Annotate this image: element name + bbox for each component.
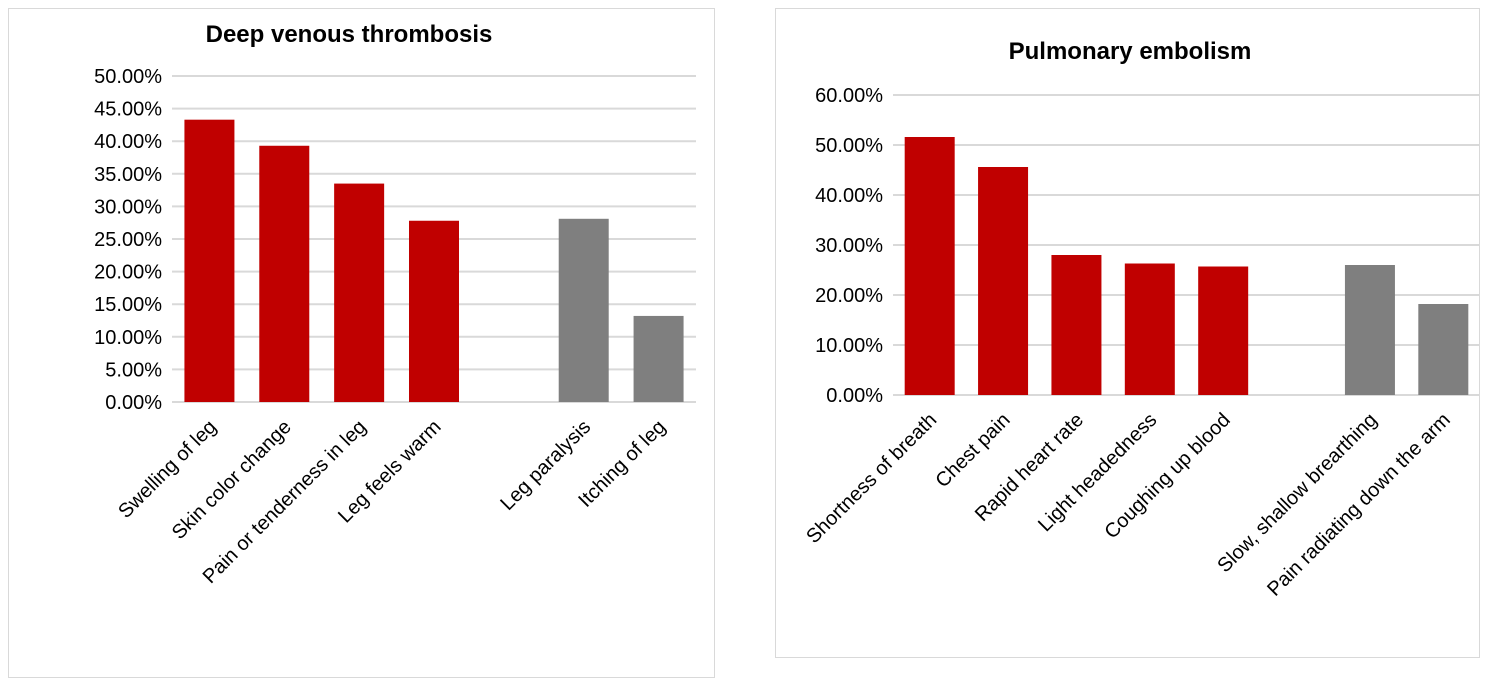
dvt-chart-panel: Deep venous thrombosis 0.00% 5.00% 10.00% 15… bbox=[8, 8, 715, 678]
chart-title: Deep venous thrombosis bbox=[206, 21, 493, 48]
y-tick-label: 50.00% bbox=[94, 66, 162, 88]
y-tick-label: 30.00% bbox=[815, 235, 883, 257]
y-tick-label: 25.00% bbox=[94, 229, 162, 251]
y-tick-label: 20.00% bbox=[815, 285, 883, 307]
y-tick-label: 30.00% bbox=[94, 196, 162, 218]
x-category-label: Shortness of breath bbox=[802, 409, 941, 548]
y-tick-label: 10.00% bbox=[815, 335, 883, 357]
y-tick-label: 5.00% bbox=[105, 359, 162, 381]
y-tick-label: 10.00% bbox=[94, 327, 162, 349]
pe-chart-panel: Pulmonary embolism 0.00% 10.00% 20.00% 30.00… bbox=[775, 8, 1480, 658]
y-tick-label: 0.00% bbox=[105, 392, 162, 414]
bar bbox=[1418, 304, 1469, 395]
y-tick-label: 40.00% bbox=[94, 131, 162, 153]
bar bbox=[1198, 266, 1249, 395]
dvt-chart: Deep venous thrombosis 0.00% 5.00% 10.00% 15… bbox=[94, 21, 696, 588]
y-tick-label: 40.00% bbox=[815, 185, 883, 207]
bar bbox=[1051, 255, 1102, 395]
chart-group: Pulmonary embolism 0.00% 10.00% 20.00% 30.00… bbox=[802, 38, 1480, 601]
y-tick-label: 60.00% bbox=[815, 85, 883, 107]
y-tick-label: 45.00% bbox=[94, 99, 162, 121]
pe-chart: Pulmonary embolism 0.00% 10.00% 20.00% 30.00… bbox=[802, 38, 1480, 601]
chart-title: Pulmonary embolism bbox=[1009, 38, 1252, 65]
y-tick-label: 50.00% bbox=[815, 135, 883, 157]
bar bbox=[1344, 265, 1395, 395]
bar bbox=[259, 145, 310, 402]
bar bbox=[978, 167, 1029, 395]
bar bbox=[1124, 263, 1175, 395]
bar bbox=[904, 137, 955, 395]
y-tick-label: 0.00% bbox=[826, 385, 883, 407]
bar bbox=[334, 183, 385, 402]
bar bbox=[184, 119, 235, 403]
x-category-label: Coughing up blood bbox=[1100, 409, 1234, 543]
y-tick-label: 20.00% bbox=[94, 262, 162, 284]
chart-group: Deep venous thrombosis 0.00% 5.00% 10.00% 15… bbox=[94, 21, 696, 588]
bar bbox=[558, 218, 609, 402]
bar bbox=[633, 315, 684, 402]
y-tick-label: 15.00% bbox=[94, 294, 162, 316]
y-tick-label: 35.00% bbox=[94, 164, 162, 186]
bar bbox=[409, 220, 459, 402]
